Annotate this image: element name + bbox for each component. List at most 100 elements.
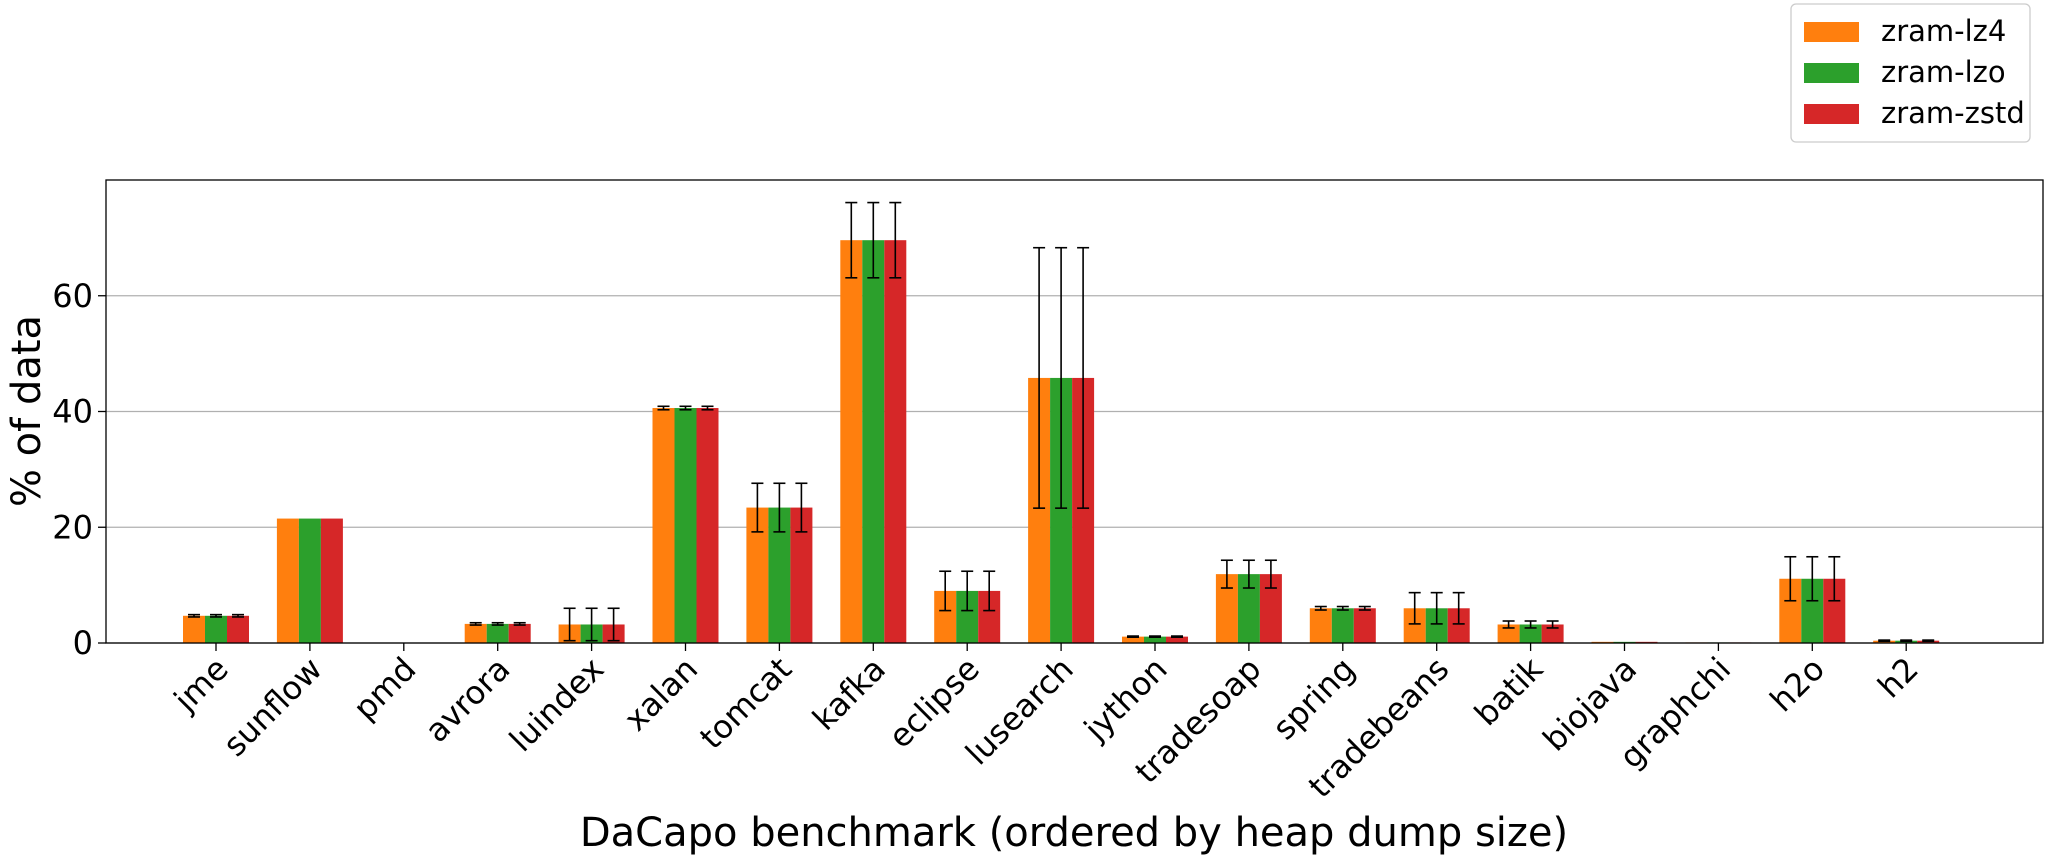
bar-zram-zstd-h2o	[1823, 578, 1846, 643]
y-tick-label: 20	[52, 508, 93, 546]
bar-zram-lz4-xalan	[652, 408, 675, 643]
bar-zram-lzo-lusearch	[1050, 377, 1073, 643]
bar-zram-lzo-sunflow	[298, 518, 321, 643]
bar-zram-lz4-jython	[1122, 636, 1144, 643]
error-bar-zram-lz4-lusearch	[1033, 246, 1046, 509]
bar-zram-lz4-avrora	[464, 623, 487, 643]
bar-zram-lz4-h2o	[1779, 578, 1802, 643]
error-bar-zram-zstd-tradesoap	[1264, 559, 1277, 589]
bar-zram-lzo-tomcat	[768, 507, 791, 643]
error-bar-zram-zstd-tomcat	[795, 482, 808, 533]
error-bar-zram-zstd-xalan	[701, 405, 714, 411]
bar-zram-zstd-lusearch	[1072, 377, 1095, 643]
bar-zram-zstd-tomcat	[790, 507, 813, 643]
y-axis: 0 20 40 60	[52, 277, 106, 662]
error-bar-zram-zstd-kafka	[889, 201, 902, 279]
error-bar-zram-lz4-avrora	[469, 621, 482, 626]
x-axis-title: DaCapo benchmark (ordered by heap dump s…	[580, 810, 1568, 856]
bar-zram-lz4-spring	[1309, 608, 1332, 643]
bar-zram-lz4-tomcat	[746, 507, 769, 643]
bar-zram-lz4-jme	[183, 615, 205, 643]
error-bar-zram-zstd-spring	[1358, 605, 1371, 611]
bar-zram-zstd-sunflow	[320, 518, 343, 643]
legend-swatch	[1804, 22, 1859, 42]
error-bar-zram-lzo-spring	[1336, 605, 1349, 611]
legend-swatch	[1804, 63, 1859, 83]
error-bar-zram-lzo-jython	[1149, 635, 1161, 639]
error-bar-zram-lz4-luindex	[563, 607, 576, 642]
error-bar-zram-zstd-tradebeans	[1452, 591, 1465, 625]
bar-zram-lz4-sunflow	[276, 518, 299, 643]
legend-swatch	[1804, 104, 1859, 124]
error-bar-zram-zstd-jme	[232, 613, 244, 618]
bar-zram-lzo-batik	[1519, 624, 1542, 643]
bar-zram-lzo-avrora	[486, 623, 509, 643]
bar-zram-lzo-tradesoap	[1237, 574, 1260, 643]
error-bar-zram-lz4-tradebeans	[1408, 591, 1421, 625]
error-bar-zram-lzo-xalan	[679, 405, 692, 411]
bar-zram-zstd-jython	[1166, 636, 1188, 643]
error-bar-zram-lz4-batik	[1502, 620, 1515, 629]
error-bar-zram-zstd-avrora	[513, 621, 526, 626]
error-bar-zram-lzo-kafka	[867, 201, 880, 279]
error-bar-zram-lz4-xalan	[657, 405, 670, 411]
bar-zram-lzo-jython	[1144, 636, 1166, 643]
bar-zram-lzo-h2o	[1801, 578, 1824, 643]
legend-label: zram-zstd	[1881, 96, 2025, 130]
error-bar-zram-zstd-jython	[1171, 635, 1183, 639]
legend-label: zram-lz4	[1881, 14, 2006, 48]
error-bar-zram-zstd-eclipse	[983, 570, 996, 612]
error-bar-zram-zstd-h2o	[1828, 555, 1841, 602]
bar-zram-lzo-spring	[1331, 608, 1354, 643]
legend-label: zram-lzo	[1881, 55, 2006, 89]
error-bar-zram-lzo-jme	[210, 613, 222, 618]
error-bar-zram-zstd-lusearch	[1077, 246, 1090, 509]
error-bar-zram-lz4-tradesoap	[1220, 559, 1233, 589]
error-bar-zram-lz4-h2	[1878, 639, 1891, 643]
bar-zram-lzo-kafka	[862, 240, 885, 643]
bar-zram-zstd-xalan	[696, 408, 719, 643]
bar-zram-zstd-eclipse	[978, 590, 1001, 643]
error-bar-zram-lzo-tradebeans	[1430, 591, 1443, 625]
bar-zram-zstd-avrora	[508, 623, 531, 643]
error-bar-zram-lzo-tradesoap	[1242, 559, 1255, 589]
bar-zram-lz4-kafka	[840, 240, 863, 643]
bar-zram-lzo-eclipse	[956, 590, 979, 643]
error-bar-zram-lz4-kafka	[845, 201, 858, 279]
bar-zram-zstd-tradesoap	[1259, 574, 1282, 643]
error-bar-zram-lz4-spring	[1314, 605, 1327, 611]
error-bar-zram-lz4-jme	[188, 613, 200, 618]
error-bar-zram-lzo-luindex	[585, 607, 598, 642]
error-bar-zram-lz4-h2o	[1784, 555, 1797, 602]
bar-zram-lz4-tradebeans	[1403, 608, 1426, 643]
legend: zram-lz4 zram-lzo zram-zstd	[1790, 3, 2031, 143]
error-bar-zram-lzo-batik	[1524, 620, 1537, 629]
bar-zram-zstd-jme	[227, 615, 249, 643]
y-tick-label: 60	[52, 277, 93, 315]
bar-zram-lzo-jme	[205, 615, 227, 643]
bar-zram-lz4-batik	[1497, 624, 1520, 643]
legend-item-zram-zstd: zram-zstd	[1804, 96, 2025, 130]
bar-zram-zstd-batik	[1541, 624, 1564, 643]
y-tick-label: 40	[52, 393, 93, 431]
bar-zram-lz4-tradesoap	[1215, 574, 1238, 643]
error-bar-zram-lz4-tomcat	[751, 482, 764, 533]
error-bar-zram-lzo-eclipse	[961, 570, 974, 612]
error-bar-zram-lz4-jython	[1127, 635, 1139, 639]
legend-item-zram-lzo: zram-lzo	[1804, 55, 2006, 89]
y-tick-label: 0	[73, 624, 93, 662]
error-bar-zram-zstd-batik	[1546, 620, 1559, 629]
error-bar-zram-lzo-tomcat	[773, 482, 786, 533]
bar-zram-lzo-xalan	[674, 408, 697, 643]
error-bar-zram-lz4-eclipse	[939, 570, 952, 612]
error-bar-zram-lzo-h2o	[1806, 555, 1819, 602]
bar-zram-lz4-eclipse	[934, 590, 957, 643]
bar-zram-lzo-tradebeans	[1425, 608, 1448, 643]
error-bar-zram-lzo-h2	[1900, 639, 1913, 643]
bars	[183, 240, 1940, 643]
bar-zram-lz4-lusearch	[1028, 377, 1051, 643]
bar-zram-zstd-tradebeans	[1447, 608, 1470, 643]
error-bars	[188, 201, 1935, 643]
